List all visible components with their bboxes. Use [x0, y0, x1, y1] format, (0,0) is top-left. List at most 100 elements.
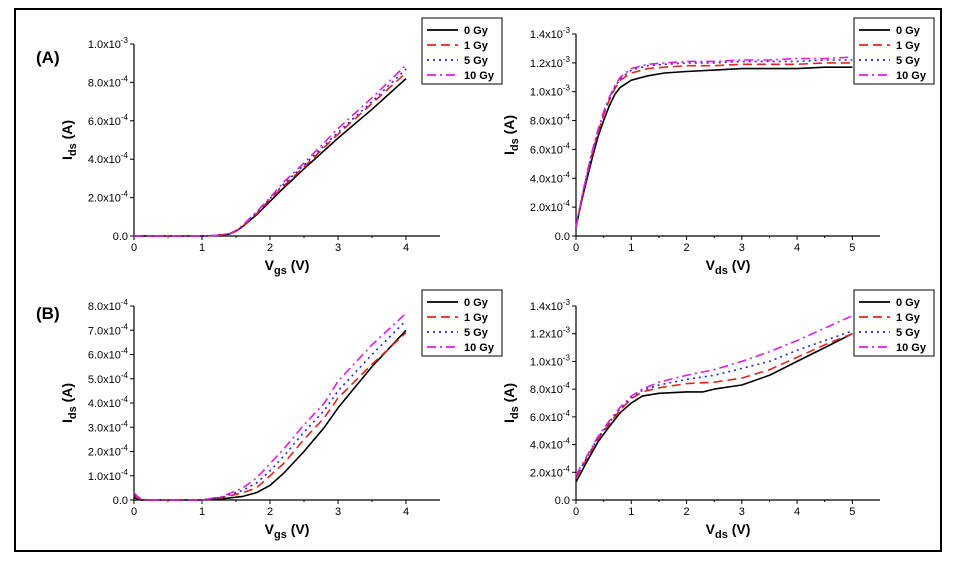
x-tick-label: 0: [131, 242, 137, 254]
x-tick-label: 3: [335, 506, 341, 518]
x-tick-label: 3: [739, 242, 745, 254]
x-tick-label: 3: [739, 506, 745, 518]
y-axis-title: Ids (A): [59, 383, 79, 423]
series-line-1-gy: [575, 62, 853, 228]
chart-a-transfer: 0 1 2 3 4 0.0 2.0x10-4 4.0x10-4 6.0x10-4 8.0x10-4…: [59, 17, 503, 277]
x-tick-label: 1: [199, 506, 205, 518]
panel-label-a: (A): [36, 48, 60, 67]
y-tick-label: 1.0x10-3: [88, 36, 129, 51]
series-line-0-gy: [133, 329, 407, 501]
y-tick-label: 0.0: [113, 495, 128, 507]
x-axis-title: Vds (V): [706, 257, 751, 277]
y-tick-label: 0.0: [555, 231, 570, 243]
x-tick-label: 0: [573, 242, 579, 254]
x-axis-title: Vgs (V): [265, 521, 310, 541]
y-tick-label: 6.0x10-4: [88, 113, 129, 128]
series-line-10-gy: [575, 314, 853, 476]
y-tick-label: 1.0x10-4: [88, 468, 129, 483]
y-tick-label: 5.0x10-4: [88, 371, 129, 386]
y-tick-label: 8.0x10-4: [530, 113, 571, 128]
y-tick-label: 0.0: [555, 495, 570, 507]
y-tick-label: 2.0x10-4: [530, 199, 571, 214]
legend-box: [853, 17, 935, 85]
x-axis-title: Vds (V): [706, 521, 751, 541]
legend-box: [421, 289, 503, 357]
y-tick-label: 3.0x10-4: [88, 419, 129, 434]
y-tick-label: 1.2x10-3: [530, 55, 571, 70]
legend-label: 1 Gy: [464, 312, 489, 324]
y-axis-title: Ids (A): [59, 120, 79, 160]
y-tick-label: 1.4x10-3: [530, 26, 571, 41]
y-tick-label: 8.0x10-4: [530, 381, 571, 396]
series-line-0-gy: [134, 78, 407, 237]
chart-b-output: 0 1 2 3 4 5 0.0 2.0x10-4 4.0x10-4 6.0x10-4 8.0x10-…: [501, 289, 935, 541]
legend-label: 1 Gy: [464, 40, 489, 52]
series-line-10-gy: [575, 56, 853, 228]
x-tick-label: 4: [403, 242, 409, 254]
legend-label: 0 Gy: [464, 297, 489, 309]
legend: 0 Gy 1 Gy 5 Gy 10 Gy: [853, 289, 935, 357]
x-tick-label: 4: [794, 506, 800, 518]
panel-label-b: (B): [36, 304, 60, 323]
y-tick-label: 8.0x10-4: [88, 74, 129, 89]
legend-label: 1 Gy: [896, 40, 921, 52]
series-line-5-gy: [134, 68, 407, 237]
x-tick-label: 4: [403, 506, 409, 518]
legend-label: 10 Gy: [896, 342, 927, 354]
legend: 0 Gy 1 Gy 5 Gy 10 Gy: [421, 289, 503, 357]
legend: 0 Gy 1 Gy 5 Gy 10 Gy: [421, 17, 503, 85]
y-tick-label: 8.0x10-4: [88, 298, 129, 313]
legend-label: 10 Gy: [464, 70, 495, 82]
legend-label: 5 Gy: [896, 327, 921, 339]
y-tick-label: 6.0x10-4: [530, 409, 571, 424]
series-line-1-gy: [575, 332, 853, 479]
legend-label: 0 Gy: [896, 297, 921, 309]
x-tick-label: 1: [199, 242, 205, 254]
x-tick-label: 5: [849, 506, 855, 518]
x-tick-label: 0: [131, 506, 137, 518]
y-tick-label: 4.0x10-4: [530, 170, 571, 185]
legend-box: [853, 289, 935, 357]
legend-label: 5 Gy: [464, 327, 489, 339]
y-tick-label: 1.0x10-3: [530, 84, 571, 99]
legend-label: 10 Gy: [464, 342, 495, 354]
x-tick-label: 3: [335, 242, 341, 254]
legend-box: [421, 17, 503, 85]
legend-label: 10 Gy: [896, 70, 927, 82]
y-tick-label: 2.0x10-4: [88, 444, 129, 459]
x-tick-label: 1: [628, 242, 634, 254]
x-tick-label: 4: [794, 242, 800, 254]
y-tick-label: 6.0x10-4: [88, 347, 129, 362]
chart-a-output: 0 1 2 3 4 5 0.0 2.0x10-4 4.0x10-4 6.0x10-4 8.0x10-…: [501, 17, 935, 277]
y-tick-label: 1.2x10-3: [530, 326, 571, 341]
legend-label: 0 Gy: [896, 25, 921, 37]
y-tick-label: 0.0: [113, 231, 128, 243]
x-tick-label: 1: [628, 506, 634, 518]
y-tick-label: 1.0x10-3: [530, 353, 571, 368]
legend-label: 0 Gy: [464, 25, 489, 37]
series-line-0-gy: [575, 66, 853, 228]
y-tick-label: 6.0x10-4: [530, 141, 571, 156]
series-line-10-gy: [134, 64, 407, 237]
series-line-10-gy: [133, 312, 407, 501]
y-axis-title: Ids (A): [501, 383, 521, 423]
series-line-0-gy: [575, 332, 853, 483]
y-tick-label: 2.0x10-4: [530, 464, 571, 479]
series-line-5-gy: [133, 320, 407, 501]
y-tick-label: 7.0x10-4: [88, 322, 129, 337]
x-tick-label: 2: [683, 506, 689, 518]
y-tick-label: 2.0x10-4: [88, 190, 129, 205]
x-tick-label: 2: [267, 242, 273, 254]
legend: 0 Gy 1 Gy 5 Gy 10 Gy: [853, 17, 935, 85]
legend-label: 1 Gy: [896, 312, 921, 324]
x-tick-label: 5: [849, 242, 855, 254]
figure-frame: (A) (B) 0 1 2 3 4 0.0 2.0x10-4 4.0x10-4 6.0x10-4…: [14, 8, 942, 552]
x-axis-title: Vgs (V): [265, 257, 310, 277]
y-tick-label: 1.4x10-3: [530, 298, 571, 313]
series-line-5-gy: [575, 330, 853, 477]
y-axis-title: Ids (A): [501, 115, 521, 155]
y-tick-label: 4.0x10-4: [88, 395, 129, 410]
legend-label: 5 Gy: [464, 55, 489, 67]
series-line-1-gy: [134, 72, 407, 237]
x-tick-label: 2: [267, 506, 273, 518]
